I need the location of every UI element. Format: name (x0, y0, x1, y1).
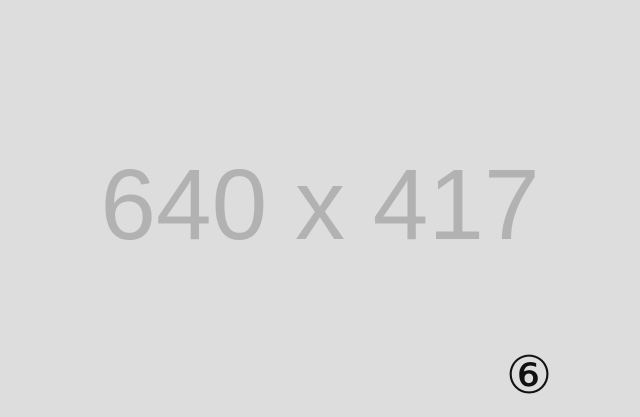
dimensions-label: 640 x 417 (100, 149, 540, 261)
circled-number-badge: ⑥ (505, 346, 553, 406)
